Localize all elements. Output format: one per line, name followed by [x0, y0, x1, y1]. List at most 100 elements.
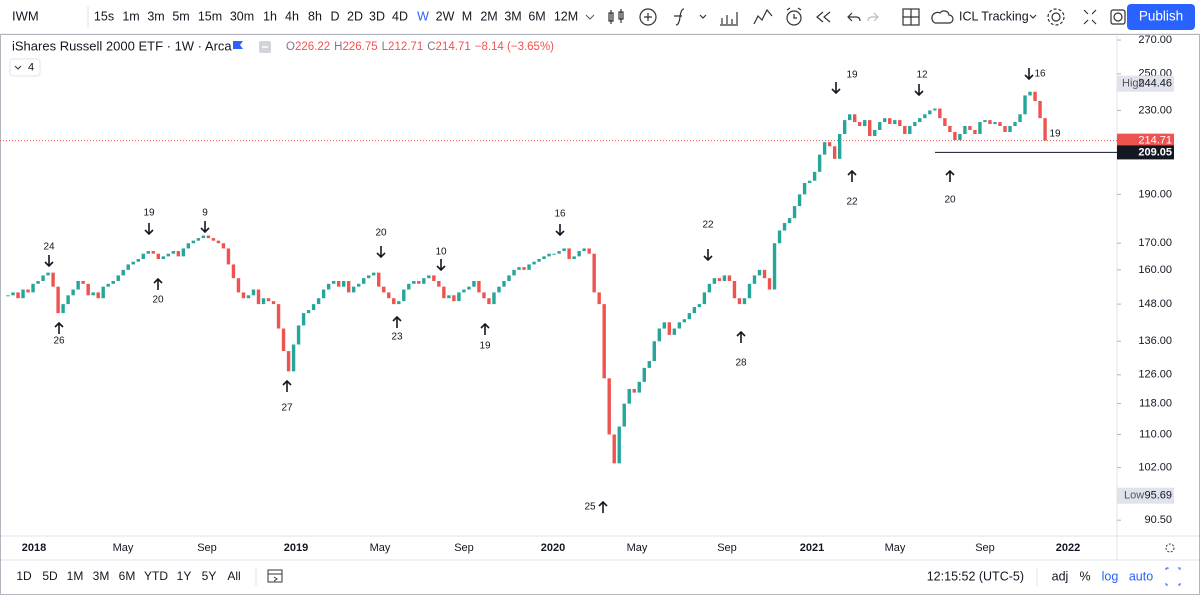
- range-button[interactable]: 3M: [93, 569, 110, 583]
- candle: [106, 283, 110, 287]
- range-button[interactable]: 5D: [42, 569, 58, 583]
- calendar: [267, 569, 283, 583]
- replay-icon[interactable]: [816, 11, 831, 23]
- interval[interactable]: 3m: [147, 9, 164, 23]
- templates-icon[interactable]: [753, 8, 773, 25]
- interval[interactable]: 4D: [392, 9, 408, 23]
- candle: [126, 264, 130, 270]
- interval[interactable]: 15m: [198, 9, 222, 23]
- indicator-toggle[interactable]: [9, 58, 41, 77]
- axis-settings[interactable]: [1165, 543, 1175, 553]
- alert-icon[interactable]: [786, 10, 802, 26]
- candle: [281, 328, 286, 352]
- interval[interactable]: D: [330, 9, 339, 23]
- candle: [96, 292, 100, 299]
- indicator-count[interactable]: 4: [28, 61, 34, 73]
- candles-icon[interactable]: [608, 9, 624, 24]
- interval[interactable]: 3M: [504, 9, 521, 23]
- candle: [807, 180, 812, 183]
- candle: [617, 426, 621, 464]
- candle: [537, 259, 541, 262]
- candle: [326, 283, 331, 290]
- fullscreen-toggle[interactable]: [1165, 567, 1181, 586]
- candle: [898, 120, 902, 127]
- fx-icon[interactable]: [674, 8, 685, 26]
- range-button[interactable]: 5Y: [202, 569, 217, 583]
- candle: [908, 126, 912, 134]
- dropdown[interactable]: [1029, 14, 1037, 19]
- scale-option[interactable]: log: [1102, 569, 1119, 583]
- interval[interactable]: 4h: [285, 9, 299, 23]
- range-button[interactable]: All: [227, 569, 240, 583]
- tracking-label[interactable]: ICL Tracking: [959, 9, 1029, 23]
- range-button[interactable]: 1D: [16, 569, 32, 583]
- candle: [341, 280, 346, 287]
- scale-option[interactable]: adj: [1052, 569, 1069, 583]
- scale-option[interactable]: %: [1079, 569, 1090, 583]
- goto-icon[interactable]: [267, 569, 283, 583]
- candle: [166, 253, 171, 257]
- range-button[interactable]: 6M: [119, 569, 136, 583]
- symbol[interactable]: IWM: [12, 8, 39, 23]
- candle: [447, 295, 451, 299]
- annotation-label: 20: [152, 295, 164, 306]
- annotation-label: 28: [735, 358, 747, 369]
- interval[interactable]: W: [417, 9, 429, 23]
- interval[interactable]: 6M: [528, 9, 545, 23]
- range-button[interactable]: YTD: [144, 569, 168, 583]
- snapshot-icon[interactable]: [1110, 9, 1126, 25]
- candle: [772, 243, 777, 290]
- candle: [472, 280, 476, 287]
- candle: [26, 289, 30, 293]
- interval[interactable]: M: [462, 9, 472, 23]
- interval[interactable]: 2W: [436, 9, 455, 23]
- candle: [903, 126, 907, 134]
- candle: [417, 280, 421, 284]
- scale-option[interactable]: auto: [1129, 569, 1153, 583]
- compare-icon[interactable]: [720, 12, 738, 26]
- candle: [502, 280, 506, 287]
- interval[interactable]: 3D: [369, 9, 385, 23]
- interval[interactable]: 30m: [230, 9, 254, 23]
- flag-icon[interactable]: [233, 41, 243, 49]
- candle: [532, 261, 536, 265]
- candle: [542, 256, 546, 260]
- interval[interactable]: 2M: [480, 9, 497, 23]
- candle: [56, 286, 60, 314]
- range-button[interactable]: 1Y: [177, 569, 192, 583]
- publish-button[interactable]: [1127, 4, 1195, 30]
- interval[interactable]: 1m: [122, 9, 139, 23]
- interval[interactable]: 8h: [308, 9, 322, 23]
- candle: [131, 261, 135, 265]
- settings-icon[interactable]: [1051, 12, 1061, 22]
- dropdown[interactable]: [699, 14, 707, 19]
- interval-dropdown[interactable]: [585, 14, 595, 20]
- x-tick-label: Sep: [975, 542, 995, 554]
- annotation-label: 19: [846, 70, 858, 81]
- interval[interactable]: 5m: [172, 9, 189, 23]
- interval[interactable]: 1h: [263, 9, 277, 23]
- interval[interactable]: 2D: [347, 9, 363, 23]
- arrow-down: [200, 221, 210, 234]
- fullscreen-icon[interactable]: [1083, 9, 1097, 25]
- y-tick-label: 90.50: [1144, 514, 1172, 526]
- candle: [146, 251, 150, 254]
- undo-icon[interactable]: [847, 12, 861, 22]
- candle: [817, 154, 822, 172]
- candle: [61, 304, 65, 314]
- interval[interactable]: 15s: [94, 9, 114, 23]
- candle: [827, 142, 832, 147]
- candle: [186, 243, 191, 249]
- interval[interactable]: 12M: [554, 9, 578, 23]
- redo-icon[interactable]: [867, 12, 879, 22]
- indicator-add-icon[interactable]: [639, 8, 657, 26]
- candle: [21, 289, 25, 299]
- candle: [847, 114, 852, 121]
- candle: [883, 118, 887, 123]
- annotation-label: 19: [143, 208, 155, 219]
- publish-label[interactable]: Publish: [1139, 9, 1183, 24]
- candle: [266, 298, 271, 302]
- candle: [722, 275, 727, 281]
- range-button[interactable]: 1M: [67, 569, 84, 583]
